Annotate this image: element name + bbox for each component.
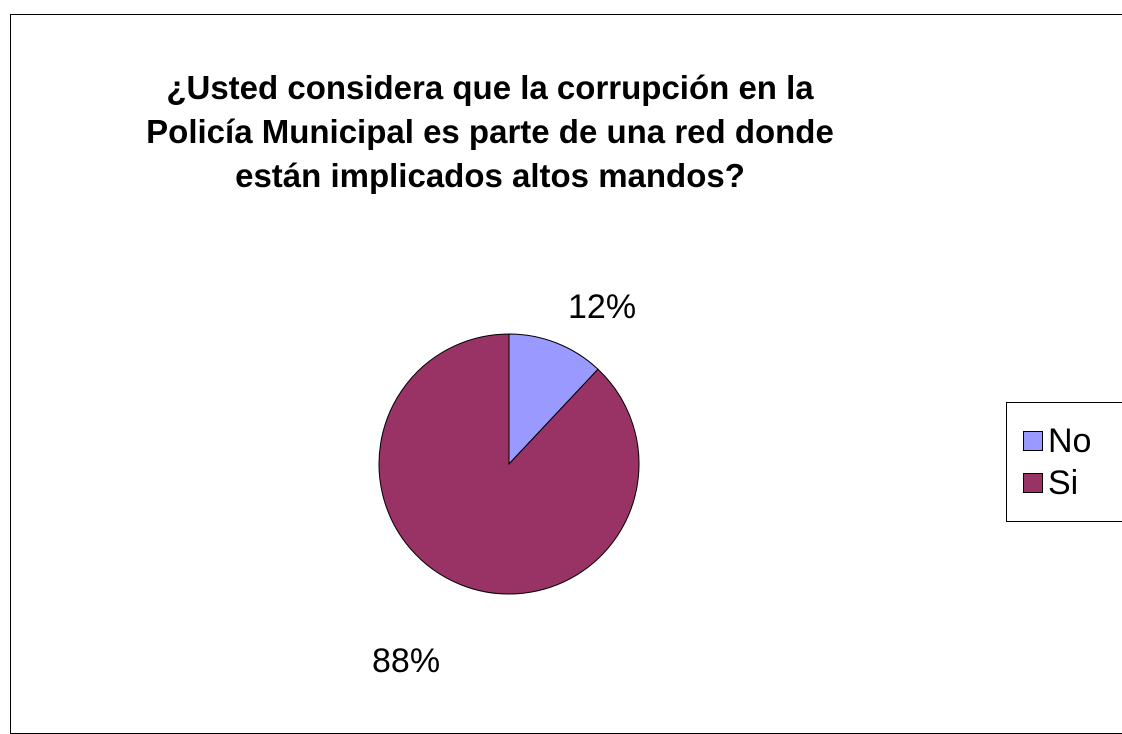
pie-slice-no <box>508 333 599 466</box>
legend: No Si <box>1006 402 1122 522</box>
legend-item-si: Si <box>1023 463 1078 503</box>
data-label-si: 88% <box>372 642 440 680</box>
chart-title-line-2: Policía Municipal es parte de una red do… <box>146 113 834 150</box>
pie-chart: 12% 88% <box>372 288 640 680</box>
legend-item-no: No <box>1023 421 1091 461</box>
legend-label-si: Si <box>1048 464 1079 502</box>
pie-slice-si <box>378 333 640 595</box>
chart-title-line-1: ¿Usted considera que la corrupción en la <box>166 69 814 106</box>
legend-label-no: No <box>1048 422 1092 460</box>
chart-title-line-3: están implicados altos mandos? <box>235 157 745 194</box>
data-label-no: 12% <box>568 288 636 326</box>
legend-swatch-si <box>1023 473 1043 493</box>
legend-swatch-no <box>1023 431 1043 451</box>
chart-title: ¿Usted considera que la corrupción en la… <box>140 66 840 198</box>
